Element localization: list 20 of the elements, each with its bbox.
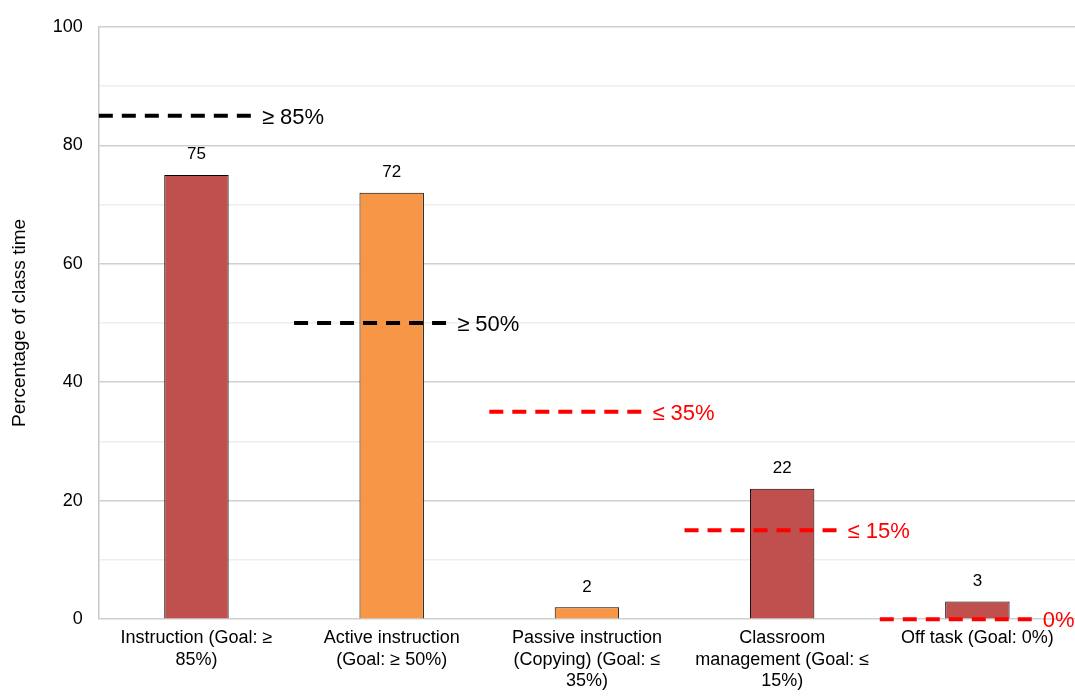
y-tick-label: 20	[62, 489, 83, 510]
y-tick-label: 80	[62, 134, 83, 155]
y-axis-title: Percentage of class time	[7, 218, 29, 428]
y-tick-label: 40	[62, 371, 83, 392]
data-label: 75	[186, 144, 206, 164]
data-label: 72	[382, 161, 402, 181]
ref-line-label: ≤ 15%	[847, 518, 910, 544]
data-label: 22	[772, 458, 792, 478]
x-tick-label: Active instruction (Goal: ≥ 50%)	[323, 626, 460, 669]
y-tick-label: 0	[72, 608, 83, 629]
ref-line-label: ≤ 35%	[652, 399, 715, 425]
y-tick-label: 60	[62, 252, 83, 273]
ref-line-label: ≥ 50%	[457, 311, 520, 337]
data-label: 3	[972, 570, 983, 590]
y-tick-label: 100	[52, 15, 83, 36]
data-label: 2	[582, 576, 592, 596]
x-tick-label: Classroom management (Goal: ≤ 15%)	[695, 626, 870, 691]
ref-line-label: ≥ 85%	[261, 103, 325, 129]
x-tick-label: Passive instruction (Copying) (Goal: ≤ 35%)	[511, 626, 662, 691]
x-tick-label: Instruction (Goal: ≥ 85%)	[120, 626, 273, 669]
